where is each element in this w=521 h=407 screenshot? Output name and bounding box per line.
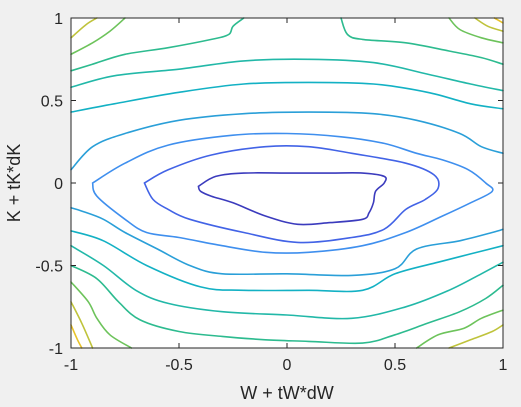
y-ticks: -1 -0.5 0 0.5 1 bbox=[35, 11, 503, 358]
contour-line-14 bbox=[70, 281, 133, 349]
contour-line-10 bbox=[340, 17, 504, 65]
y-tick-label: 0 bbox=[54, 176, 63, 193]
axes: -1 -0.5 0 0.5 1 -1 -0.5 0 0.5 1 bbox=[35, 11, 507, 374]
contour-line-8 bbox=[70, 244, 504, 320]
x-tick-label: 1 bbox=[499, 357, 508, 374]
y-tick-label: 1 bbox=[54, 11, 63, 28]
contour-line-13 bbox=[448, 17, 504, 44]
contour-line-18 bbox=[70, 301, 94, 349]
contour-line-7 bbox=[70, 58, 504, 92]
contour-line-5 bbox=[70, 81, 504, 113]
x-ticks: -1 -0.5 0 0.5 1 bbox=[64, 18, 508, 374]
x-tick-label: 0 bbox=[283, 357, 292, 374]
x-tick-label: 0.5 bbox=[384, 357, 406, 374]
x-tick-label: -1 bbox=[64, 357, 78, 374]
contour-line-21 bbox=[70, 324, 83, 349]
contour-line-12 bbox=[70, 17, 126, 56]
y-axis-label: K + tK*dK bbox=[4, 144, 24, 223]
contour-line-16 bbox=[70, 17, 98, 39]
y-tick-label: -0.5 bbox=[35, 259, 63, 276]
contour-line-4 bbox=[70, 207, 504, 277]
contour-line-19 bbox=[448, 324, 504, 349]
contour-line-0 bbox=[197, 172, 387, 226]
contour-line-3 bbox=[70, 111, 504, 171]
contour-line-17 bbox=[474, 17, 504, 32]
contour-line-1 bbox=[143, 144, 440, 244]
contour-line-9 bbox=[70, 17, 245, 72]
x-axis-label: W + tW*dW bbox=[240, 383, 334, 403]
contour-line-6 bbox=[70, 230, 504, 293]
contour-lines bbox=[70, 17, 504, 349]
y-tick-label: -1 bbox=[49, 341, 63, 358]
contour-line-11 bbox=[70, 264, 504, 345]
y-tick-label: 0.5 bbox=[41, 94, 63, 111]
contour-line-2 bbox=[91, 132, 494, 254]
x-tick-label: -0.5 bbox=[165, 357, 193, 374]
contour-line-15 bbox=[415, 309, 504, 349]
